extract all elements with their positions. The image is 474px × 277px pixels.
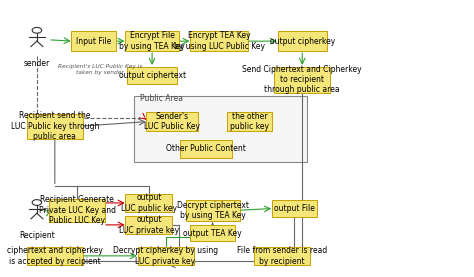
Bar <box>134 96 307 162</box>
Text: ciphertext and cipherkey
is accepted by recipient: ciphertext and cipherkey is accepted by … <box>7 246 103 266</box>
FancyBboxPatch shape <box>190 225 235 241</box>
FancyBboxPatch shape <box>128 66 177 84</box>
Text: Recipient: Recipient <box>19 231 55 240</box>
Text: Public Area: Public Area <box>139 94 182 104</box>
FancyBboxPatch shape <box>186 200 239 220</box>
Text: output File: output File <box>274 204 315 213</box>
Text: Send Ciphertext and Cipherkey
to recipient
through public area: Send Ciphertext and Cipherkey to recipie… <box>243 65 362 94</box>
Text: Encrypt File
by using TEA Key: Encrypt File by using TEA Key <box>119 32 185 51</box>
Text: Sender's
LUC Public Key: Sender's LUC Public Key <box>144 112 201 131</box>
FancyBboxPatch shape <box>126 194 173 212</box>
Text: Recipient send the
LUC Public key through
public area: Recipient send the LUC Public key throug… <box>10 111 99 141</box>
FancyBboxPatch shape <box>254 247 310 265</box>
FancyBboxPatch shape <box>272 199 317 217</box>
Text: Other Public Content: Other Public Content <box>166 144 246 153</box>
FancyBboxPatch shape <box>27 114 83 138</box>
Text: output
LUC private key: output LUC private key <box>119 215 179 235</box>
FancyBboxPatch shape <box>227 112 272 131</box>
FancyBboxPatch shape <box>27 247 83 265</box>
FancyBboxPatch shape <box>274 66 330 93</box>
FancyBboxPatch shape <box>125 31 179 52</box>
Text: output ciphertext: output ciphertext <box>118 71 186 80</box>
Text: output TEA Key: output TEA Key <box>183 229 242 238</box>
FancyBboxPatch shape <box>126 216 173 234</box>
FancyBboxPatch shape <box>180 140 232 158</box>
FancyBboxPatch shape <box>49 199 105 222</box>
FancyBboxPatch shape <box>278 31 327 52</box>
Text: File from sender is read
by recipient: File from sender is read by recipient <box>237 246 327 266</box>
Text: Input File: Input File <box>76 37 111 46</box>
Text: Decrypt cipherkey by using
LUC private key: Decrypt cipherkey by using LUC private k… <box>113 246 218 266</box>
Text: Recipient's LUC Public Key is
taken by sender: Recipient's LUC Public Key is taken by s… <box>58 64 142 75</box>
Text: output
LUC public key: output LUC public key <box>121 193 177 213</box>
Text: Decrypt ciphertext
by using TEA Key: Decrypt ciphertext by using TEA Key <box>177 201 249 220</box>
Text: Recipient Generate
Private LUC Key and
Public LUC Key: Recipient Generate Private LUC Key and P… <box>39 196 116 225</box>
Text: the other
public key: the other public key <box>230 112 269 131</box>
Text: sender: sender <box>24 59 50 68</box>
FancyBboxPatch shape <box>137 247 193 265</box>
FancyBboxPatch shape <box>146 112 198 131</box>
FancyBboxPatch shape <box>72 31 116 52</box>
FancyBboxPatch shape <box>190 31 248 52</box>
Text: Encrypt TEA Key
by using LUC Public Key: Encrypt TEA Key by using LUC Public Key <box>174 32 265 51</box>
Text: output cipherkey: output cipherkey <box>270 37 335 46</box>
